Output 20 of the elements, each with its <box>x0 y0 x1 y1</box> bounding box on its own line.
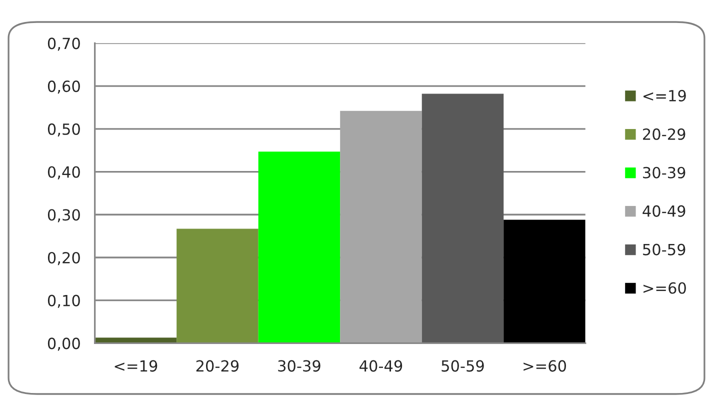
legend-label: >=60 <box>644 282 686 294</box>
y-tick-label: 0,30 <box>48 209 80 222</box>
y-tick-label: 0,50 <box>48 123 80 136</box>
y-tick-label: 0,00 <box>48 338 80 351</box>
x-tick-label: 30-39 <box>278 360 320 372</box>
x-tick-label: 50-59 <box>442 360 484 372</box>
y-tick-label: 0,10 <box>48 294 80 308</box>
y-tick-label: 0,40 <box>48 166 80 180</box>
legend-label: 20-29 <box>643 128 686 140</box>
y-tick-label: 0,70 <box>48 38 80 51</box>
legend-label: 30-39 <box>643 166 686 178</box>
legend-label: 40-49 <box>642 205 686 217</box>
x-tick-label: >=60 <box>524 360 566 372</box>
legend-label: 50-59 <box>643 244 686 256</box>
y-tick-label: 0,20 <box>48 252 80 266</box>
y-tick-label: 0,60 <box>48 80 80 94</box>
x-tick-label: <=19 <box>114 360 158 372</box>
x-tick-label: 40-49 <box>360 360 402 372</box>
x-tick-label: 20-29 <box>196 360 239 372</box>
legend-label: <=19 <box>644 90 686 102</box>
